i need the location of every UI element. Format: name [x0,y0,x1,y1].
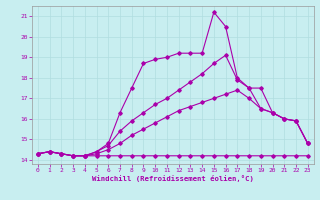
X-axis label: Windchill (Refroidissement éolien,°C): Windchill (Refroidissement éolien,°C) [92,175,254,182]
